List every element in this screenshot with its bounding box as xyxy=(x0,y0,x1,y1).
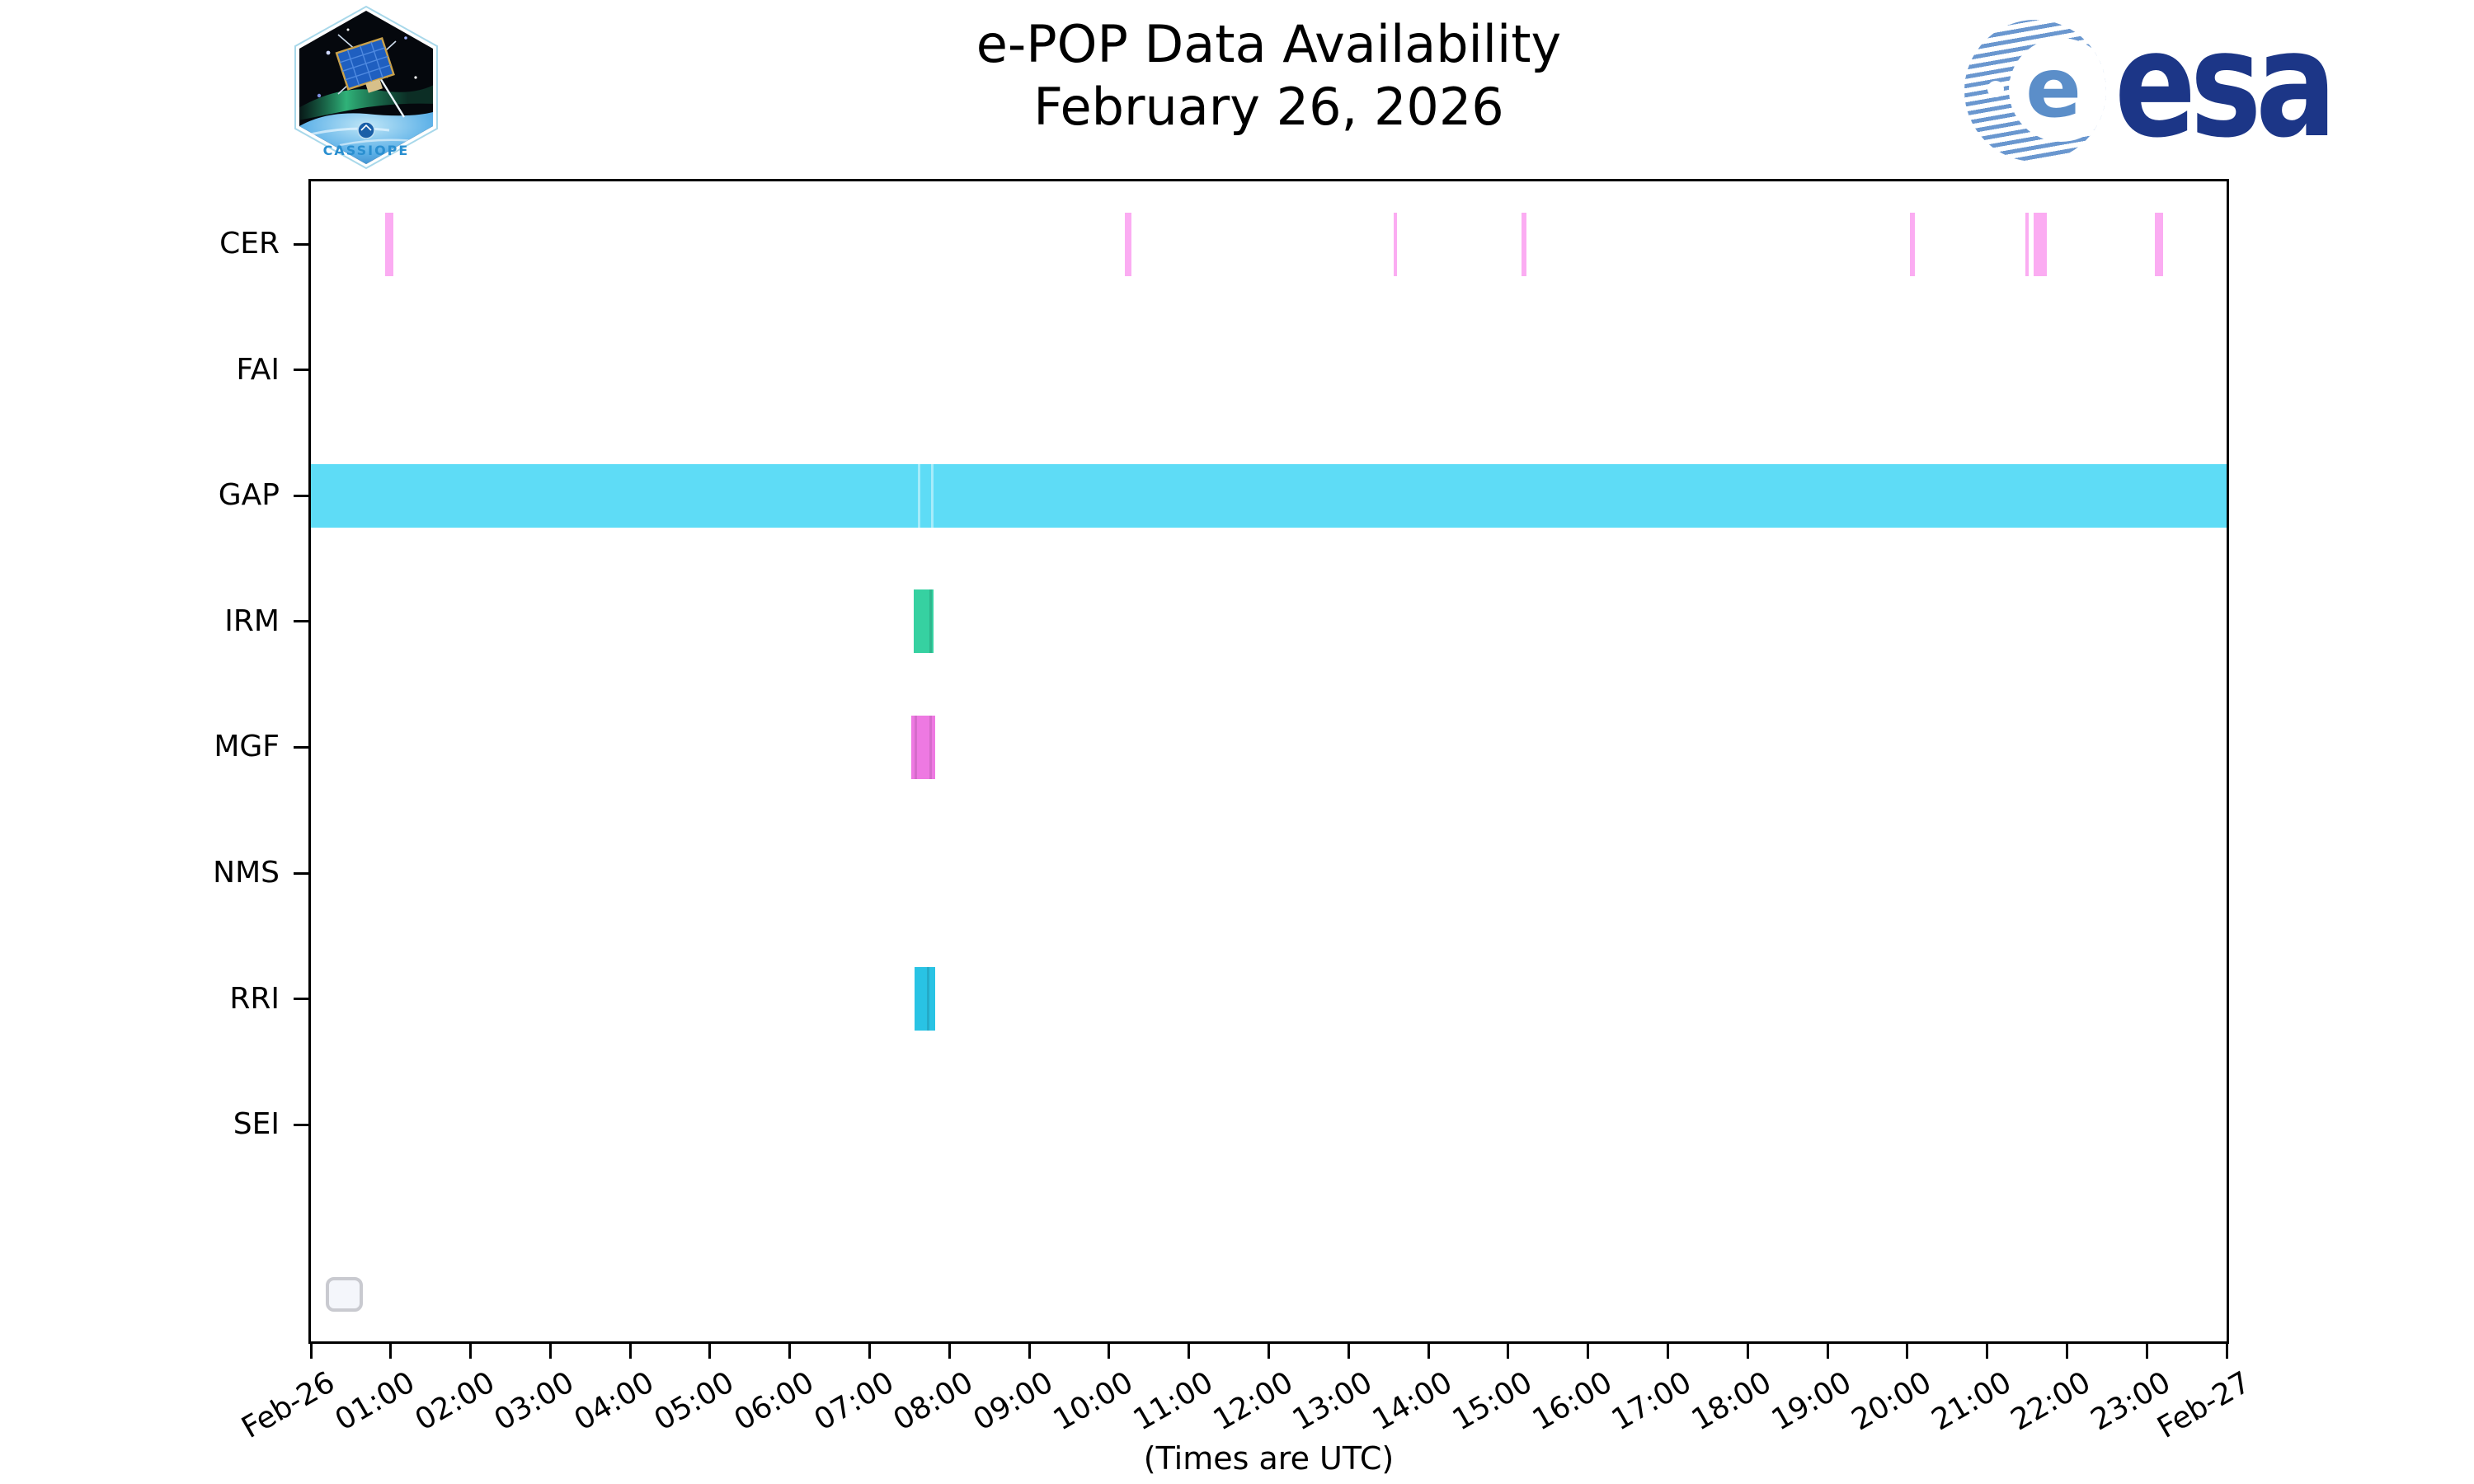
bar-cer xyxy=(1522,212,1527,276)
x-tick xyxy=(1826,1344,1829,1359)
x-tick xyxy=(1507,1344,1510,1359)
y-tick xyxy=(294,242,308,246)
esa-logo: e esa xyxy=(1964,12,2378,163)
x-tick xyxy=(1986,1344,1989,1359)
x-tick-label: 21:00 xyxy=(1926,1365,2017,1438)
bar-rri xyxy=(915,967,935,1031)
bar-cer xyxy=(1910,212,1916,276)
x-tick-label: 12:00 xyxy=(1207,1365,1299,1438)
esa-globe-dot xyxy=(1987,81,2004,97)
x-tick xyxy=(1347,1344,1350,1359)
x-tick-label: 10:00 xyxy=(1047,1365,1139,1438)
x-tick-label: 07:00 xyxy=(808,1365,900,1438)
x-tick xyxy=(948,1344,951,1359)
bar-overlap-seam xyxy=(929,589,933,654)
y-axis-label-gap: GAP xyxy=(218,478,280,513)
x-tick-label: 03:00 xyxy=(489,1365,581,1438)
x-tick-label: 09:00 xyxy=(967,1365,1060,1438)
bar-gap xyxy=(311,463,2227,528)
bar-cer xyxy=(1125,212,1132,276)
x-tick-label: 22:00 xyxy=(2006,1365,2097,1438)
x-tick-label: 06:00 xyxy=(728,1365,820,1438)
y-tick xyxy=(294,369,308,372)
x-tick xyxy=(788,1344,792,1359)
x-tick xyxy=(1427,1344,1430,1359)
x-tick-label: 05:00 xyxy=(648,1365,740,1438)
cassiope-mission-patch: CASSIOPE xyxy=(290,5,442,170)
x-tick xyxy=(309,1344,313,1359)
x-tick-label: 01:00 xyxy=(329,1365,421,1438)
y-tick xyxy=(294,494,308,497)
x-tick-label: Feb-27 xyxy=(2152,1365,2256,1445)
x-tick xyxy=(2145,1344,2148,1359)
bar-cer xyxy=(1394,212,1398,276)
plot-area: CER FAI GAP IRM MGF NMS RRI SEI Feb-26 01:00 02:00… xyxy=(213,179,2256,1445)
x-tick-label: 20:00 xyxy=(1846,1365,1937,1438)
y-tick xyxy=(294,745,308,749)
bar-overlap-seam xyxy=(915,715,918,779)
bar-irm xyxy=(913,589,934,654)
y-axis-label-nms: NMS xyxy=(213,856,280,890)
x-tick-label: 11:00 xyxy=(1127,1365,1219,1438)
x-tick xyxy=(1746,1344,1749,1359)
y-axis-label-cer: CER xyxy=(219,227,280,261)
legend-box xyxy=(326,1277,363,1312)
y-axis-label-mgf: MGF xyxy=(214,730,280,764)
bar-cer xyxy=(2154,212,2163,276)
x-tick xyxy=(1028,1344,1031,1359)
x-tick-label: 16:00 xyxy=(1526,1365,1618,1438)
x-tick xyxy=(1108,1344,1111,1359)
x-tick xyxy=(389,1344,393,1359)
x-tick-label: 15:00 xyxy=(1446,1365,1538,1438)
esa-wordmark: esa xyxy=(2114,0,2337,170)
x-tick-label: 04:00 xyxy=(568,1365,661,1438)
x-tick-label: 18:00 xyxy=(1686,1365,1778,1438)
y-tick xyxy=(294,998,308,1001)
x-tick xyxy=(1666,1344,1669,1359)
y-tick xyxy=(294,871,308,875)
x-tick-label: 14:00 xyxy=(1366,1365,1459,1438)
chart-subtitle: February 26, 2026 xyxy=(1033,77,1504,137)
x-tick-label: 08:00 xyxy=(887,1365,980,1438)
x-tick xyxy=(628,1344,632,1359)
bar-overlap-seam xyxy=(926,967,929,1031)
bar-overlap-seam xyxy=(929,715,933,779)
x-tick xyxy=(868,1344,872,1359)
x-tick-label: 02:00 xyxy=(409,1365,501,1438)
x-tick xyxy=(1268,1344,1270,1359)
x-tick xyxy=(1587,1344,1590,1359)
cassiope-patch-icon: CASSIOPE xyxy=(294,5,438,170)
chart-title: e-POP Data Availability xyxy=(976,14,1562,74)
x-axis-label: (Times are UTC) xyxy=(1143,1440,1395,1477)
bar-mgf xyxy=(910,715,935,779)
x-tick xyxy=(1188,1344,1191,1359)
bar-cer xyxy=(385,212,393,276)
bar-cer xyxy=(2025,212,2030,276)
chart-header: e-POP Data Availability February 26, 202… xyxy=(308,13,2229,139)
esa-globe-icon: e xyxy=(1964,20,2106,162)
x-tick xyxy=(2065,1344,2068,1359)
y-axis-label-irm: IRM xyxy=(224,603,280,638)
bar-cer xyxy=(2034,212,2048,276)
x-tick xyxy=(2225,1344,2228,1359)
x-tick-label: 17:00 xyxy=(1606,1365,1698,1438)
y-axis-label-fai: FAI xyxy=(236,352,280,387)
bar-overlap-seam xyxy=(930,463,934,528)
bar-overlap-seam xyxy=(917,463,920,528)
x-tick-label: 13:00 xyxy=(1286,1365,1379,1438)
y-tick xyxy=(294,620,308,623)
x-tick xyxy=(469,1344,473,1359)
x-tick-label: Feb-26 xyxy=(236,1365,341,1445)
y-axis-label-sei: SEI xyxy=(233,1107,280,1142)
x-tick-label: 19:00 xyxy=(1766,1365,1858,1438)
x-tick xyxy=(1906,1344,1909,1359)
y-axis-label-rri: RRI xyxy=(229,981,280,1016)
esa-globe-e: e xyxy=(2025,40,2081,136)
x-tick xyxy=(548,1344,552,1359)
cassiope-label: CASSIOPE xyxy=(323,143,410,158)
y-tick xyxy=(294,1123,308,1126)
esa-globe-crescent: e xyxy=(2009,38,2106,142)
x-tick xyxy=(708,1344,712,1359)
